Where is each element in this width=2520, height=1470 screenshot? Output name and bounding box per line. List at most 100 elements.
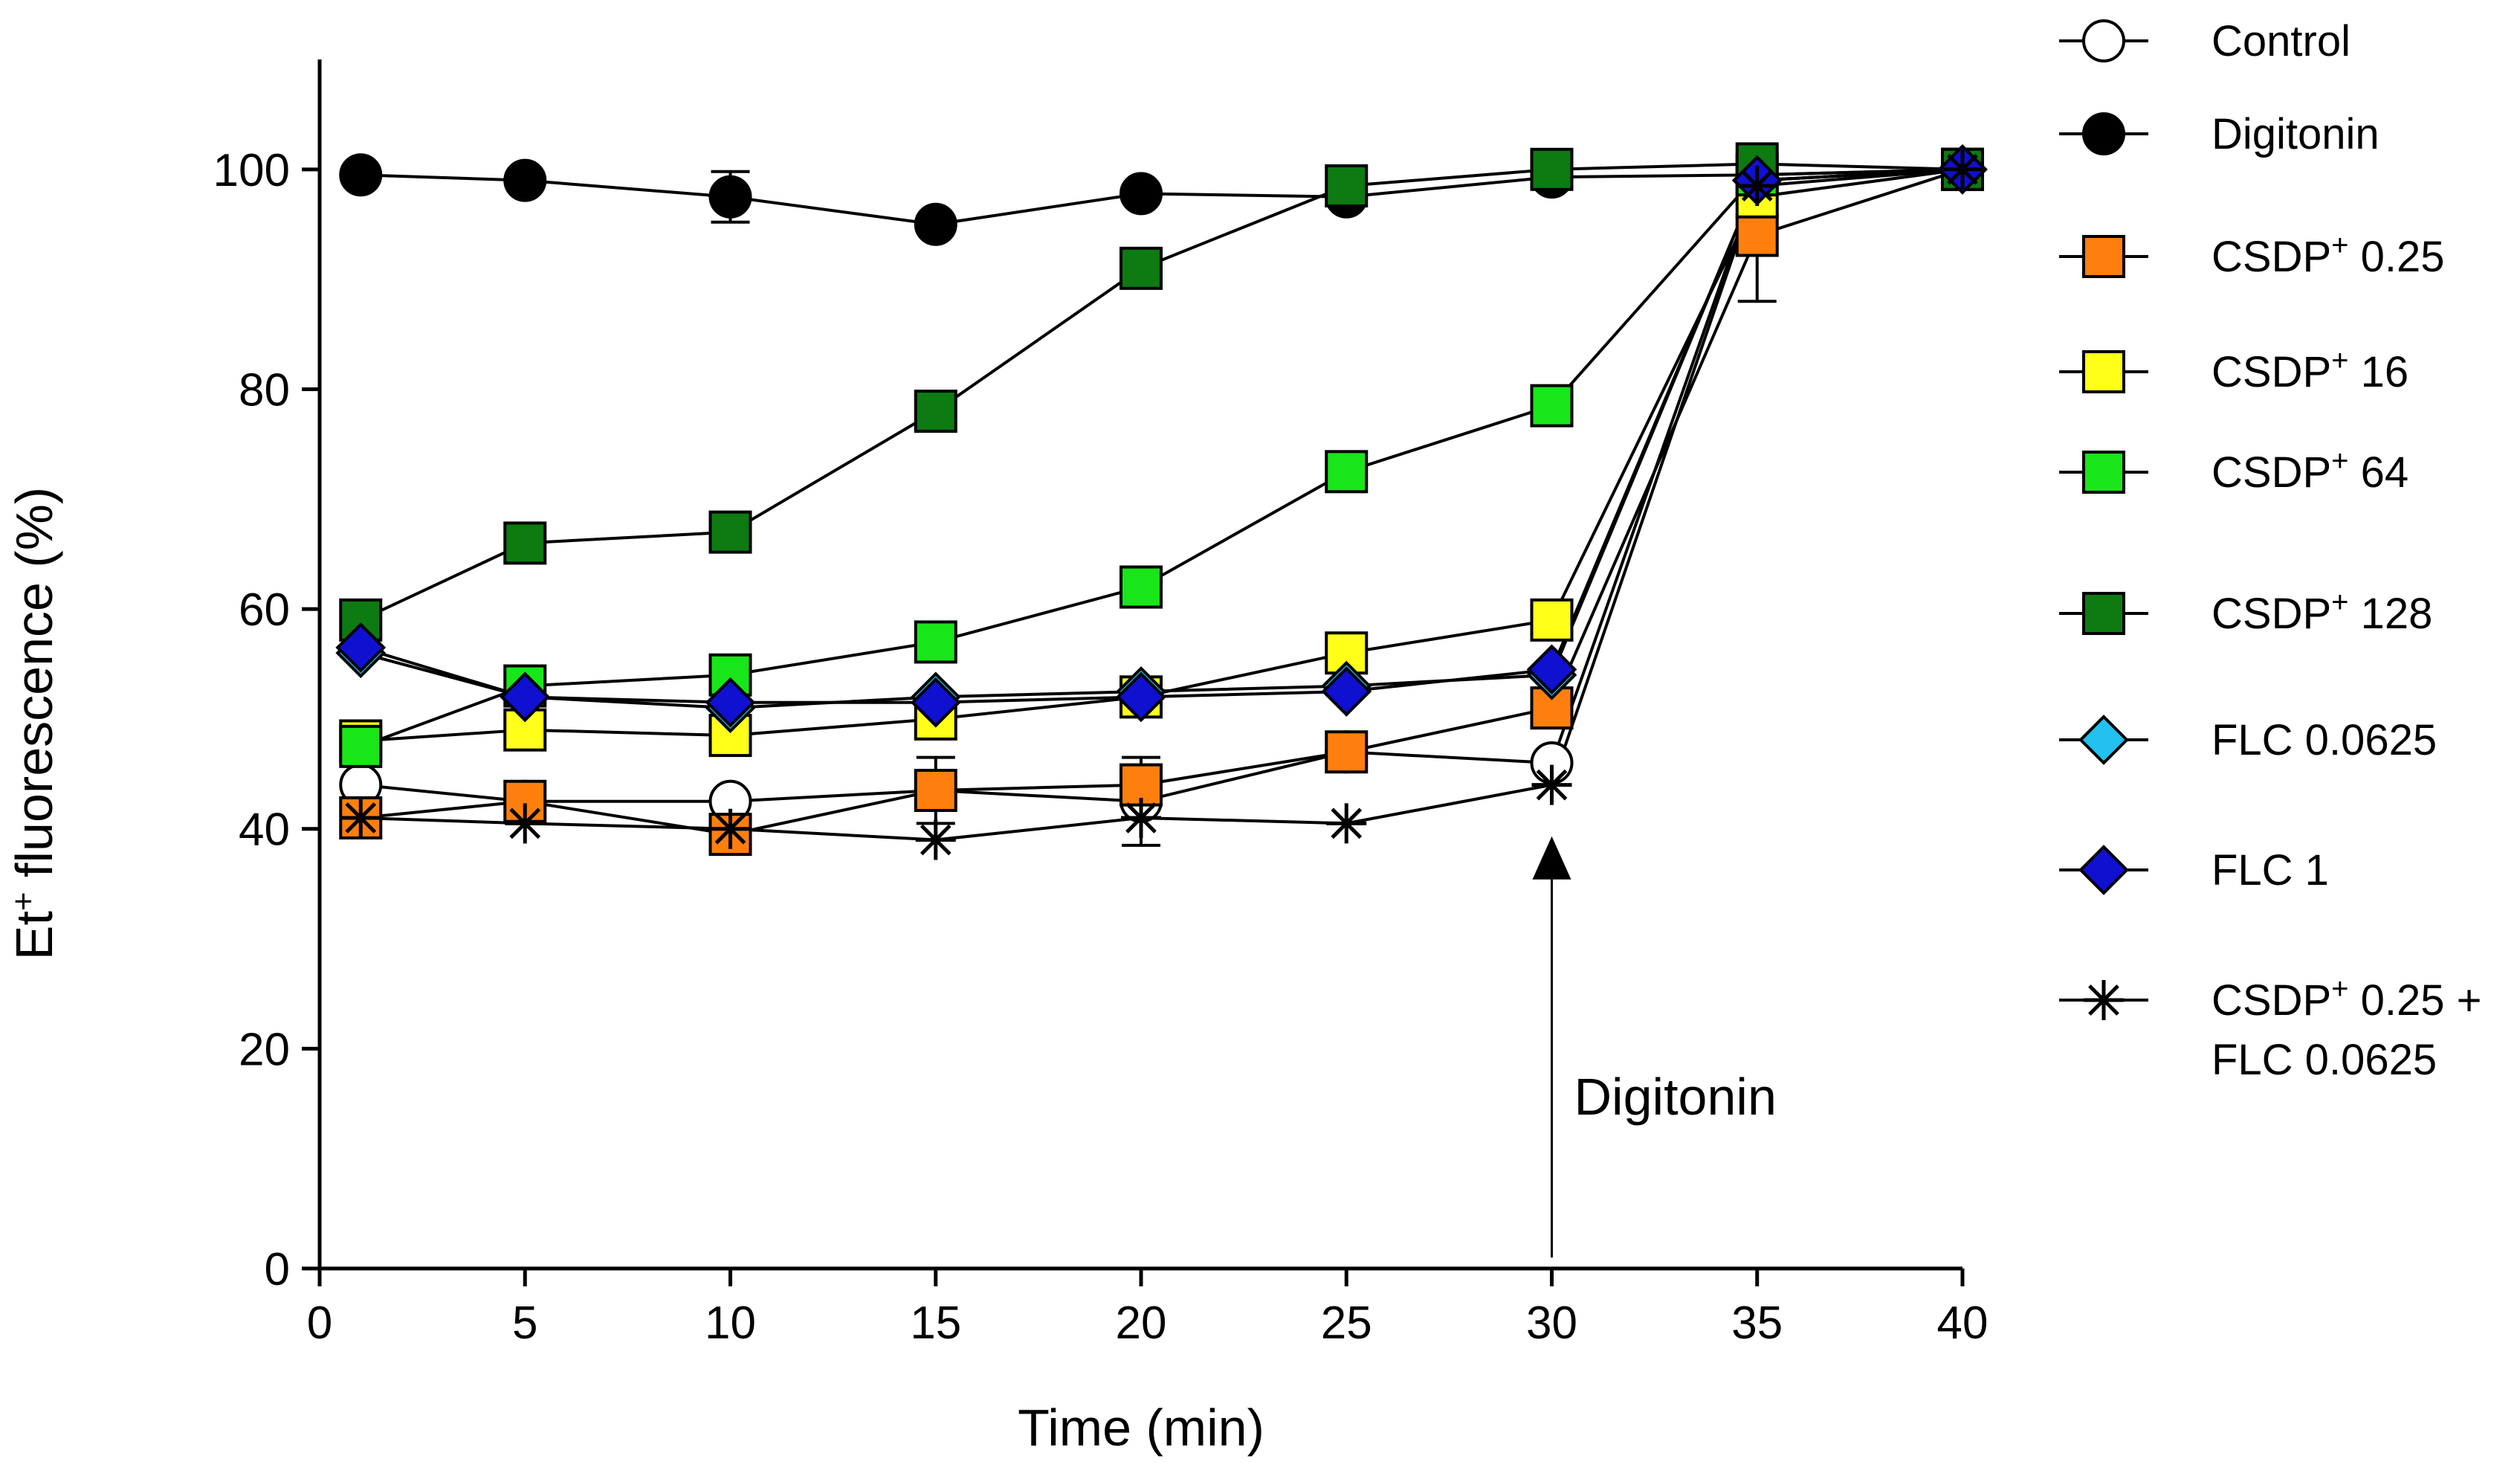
legend-label-main: CSDP — [2212, 348, 2331, 396]
asterisk-stroke — [714, 813, 746, 845]
x-tick-label: 5 — [512, 1297, 537, 1349]
y-tick-label: 0 — [265, 1244, 290, 1295]
data-point — [1736, 165, 1777, 206]
data-point — [1326, 803, 1367, 844]
legend-label-main: CSDP — [2212, 590, 2331, 638]
legend-label-main: CSDP — [2212, 448, 2331, 497]
y-axis-title: Et+ fluorescence (%) — [5, 487, 64, 961]
legend-marker — [2082, 592, 2125, 635]
asterisk-stroke — [920, 824, 952, 856]
legend-label-main: CSDP — [2212, 233, 2331, 281]
annotation: Digitonin — [1532, 836, 1777, 1258]
x-tick-label: 15 — [910, 1297, 961, 1349]
y-axis-title-sup: + — [5, 892, 42, 911]
asterisk-stroke — [1125, 802, 1157, 834]
legend-label: CSDP+ 0.25 — [2212, 229, 2445, 281]
legend-label: Digitonin — [2212, 110, 2380, 158]
x-tick-label: 40 — [1937, 1297, 1988, 1349]
data-point — [500, 671, 551, 723]
data-point — [914, 768, 957, 812]
annotation-label: Digitonin — [1574, 1068, 1777, 1126]
data-point — [1530, 384, 1574, 428]
axes: 0 5 10 15 20 25 30 35 40 0 20 40 60 80 100 — [213, 59, 1988, 1349]
data-point — [340, 797, 381, 838]
legend-label: FLC 0.0625 — [2212, 716, 2437, 764]
legend-label-sup: + — [2331, 973, 2348, 1005]
asterisk-stroke — [345, 802, 377, 834]
legend-marker — [2082, 235, 2125, 278]
legend-item: FLC 0.0625 — [2059, 715, 2437, 765]
legend-label: CSDP+ 16 — [2212, 344, 2408, 396]
legend-marker — [2078, 845, 2129, 895]
legend-label: FLC 1 — [2212, 846, 2329, 894]
legend-item: CSDP+ 64 — [2059, 445, 2408, 497]
data-point — [505, 803, 546, 844]
legend-label-main: CSDP — [2212, 976, 2331, 1025]
data-point — [708, 510, 752, 554]
y-tick-label: 40 — [239, 805, 290, 856]
y-tick-label: 60 — [239, 584, 290, 636]
markers — [335, 142, 1988, 860]
legend-label: CSDP+ 64 — [2212, 445, 2408, 497]
asterisk-stroke — [1536, 769, 1568, 801]
legend-item: Control — [2059, 17, 2351, 65]
legend-label: CSDP+ 0.25 + — [2212, 973, 2482, 1025]
x-tick-label: 20 — [1116, 1297, 1167, 1349]
y-axis-title-main: Et — [5, 911, 63, 960]
asterisk-stroke — [1741, 170, 1773, 202]
legend-label: Control — [2212, 17, 2351, 65]
data-point — [1526, 644, 1577, 695]
legend-label-main: FLC 0.0625 — [2212, 716, 2437, 764]
legend-label-main: Digitonin — [2212, 110, 2380, 158]
asterisk-stroke — [1947, 153, 1978, 185]
legend-label-line2: FLC 0.0625 — [2212, 1036, 2437, 1084]
legend-marker — [2078, 715, 2129, 765]
data-point — [1735, 213, 1779, 257]
data-point — [1321, 666, 1372, 717]
legend-item: CSDP+ 0.25 — [2059, 229, 2445, 281]
data-point — [1325, 730, 1369, 774]
asterisk-stroke — [1331, 807, 1363, 839]
data-point — [1120, 172, 1163, 216]
legend-label-main: Control — [2212, 17, 2351, 65]
data-point — [1120, 565, 1163, 609]
legend-label-rest: 0.25 + — [2349, 976, 2482, 1025]
legend-item: FLC 1 — [2059, 845, 2329, 895]
legend-label-rest: 128 — [2349, 590, 2433, 638]
x-axis-title: Time (min) — [1018, 1399, 1264, 1457]
data-point — [914, 202, 957, 246]
data-point — [708, 175, 752, 219]
data-point — [915, 819, 956, 860]
data-point — [1120, 246, 1163, 290]
x-tick-label: 35 — [1731, 1297, 1783, 1349]
legend-marker — [2082, 19, 2125, 62]
legend-label-sup: + — [2331, 445, 2348, 477]
x-tick-label: 25 — [1321, 1297, 1372, 1349]
y-tick-label: 100 — [213, 145, 290, 196]
asterisk-stroke — [2088, 984, 2119, 1016]
data-point — [335, 622, 387, 673]
legend-item: CSDP+ 16 — [2059, 344, 2408, 396]
legend-label-sup: + — [2331, 344, 2348, 377]
legend-marker — [2082, 350, 2125, 393]
x-tick-label: 0 — [307, 1297, 332, 1349]
data-point — [503, 521, 547, 565]
data-point — [1531, 764, 1572, 805]
legend-label-main: FLC 1 — [2212, 846, 2329, 894]
legend-label-sup: + — [2331, 229, 2348, 262]
data-point — [1116, 671, 1166, 723]
data-point — [1325, 450, 1369, 494]
legend-marker — [2082, 451, 2125, 494]
data-point — [1121, 797, 1161, 838]
data-point — [708, 653, 752, 697]
data-point — [1530, 147, 1574, 191]
legend-item: CSDP+ 0.25 + FLC 0.0625 — [2059, 973, 2482, 1084]
legend-label-rest: 16 — [2349, 348, 2409, 396]
legend-label-sup: + — [2331, 586, 2348, 619]
x-tick-label: 10 — [705, 1297, 756, 1349]
data-point — [914, 390, 957, 433]
legend-label-rest: 0.25 — [2349, 233, 2445, 281]
error-bars — [711, 167, 1777, 847]
